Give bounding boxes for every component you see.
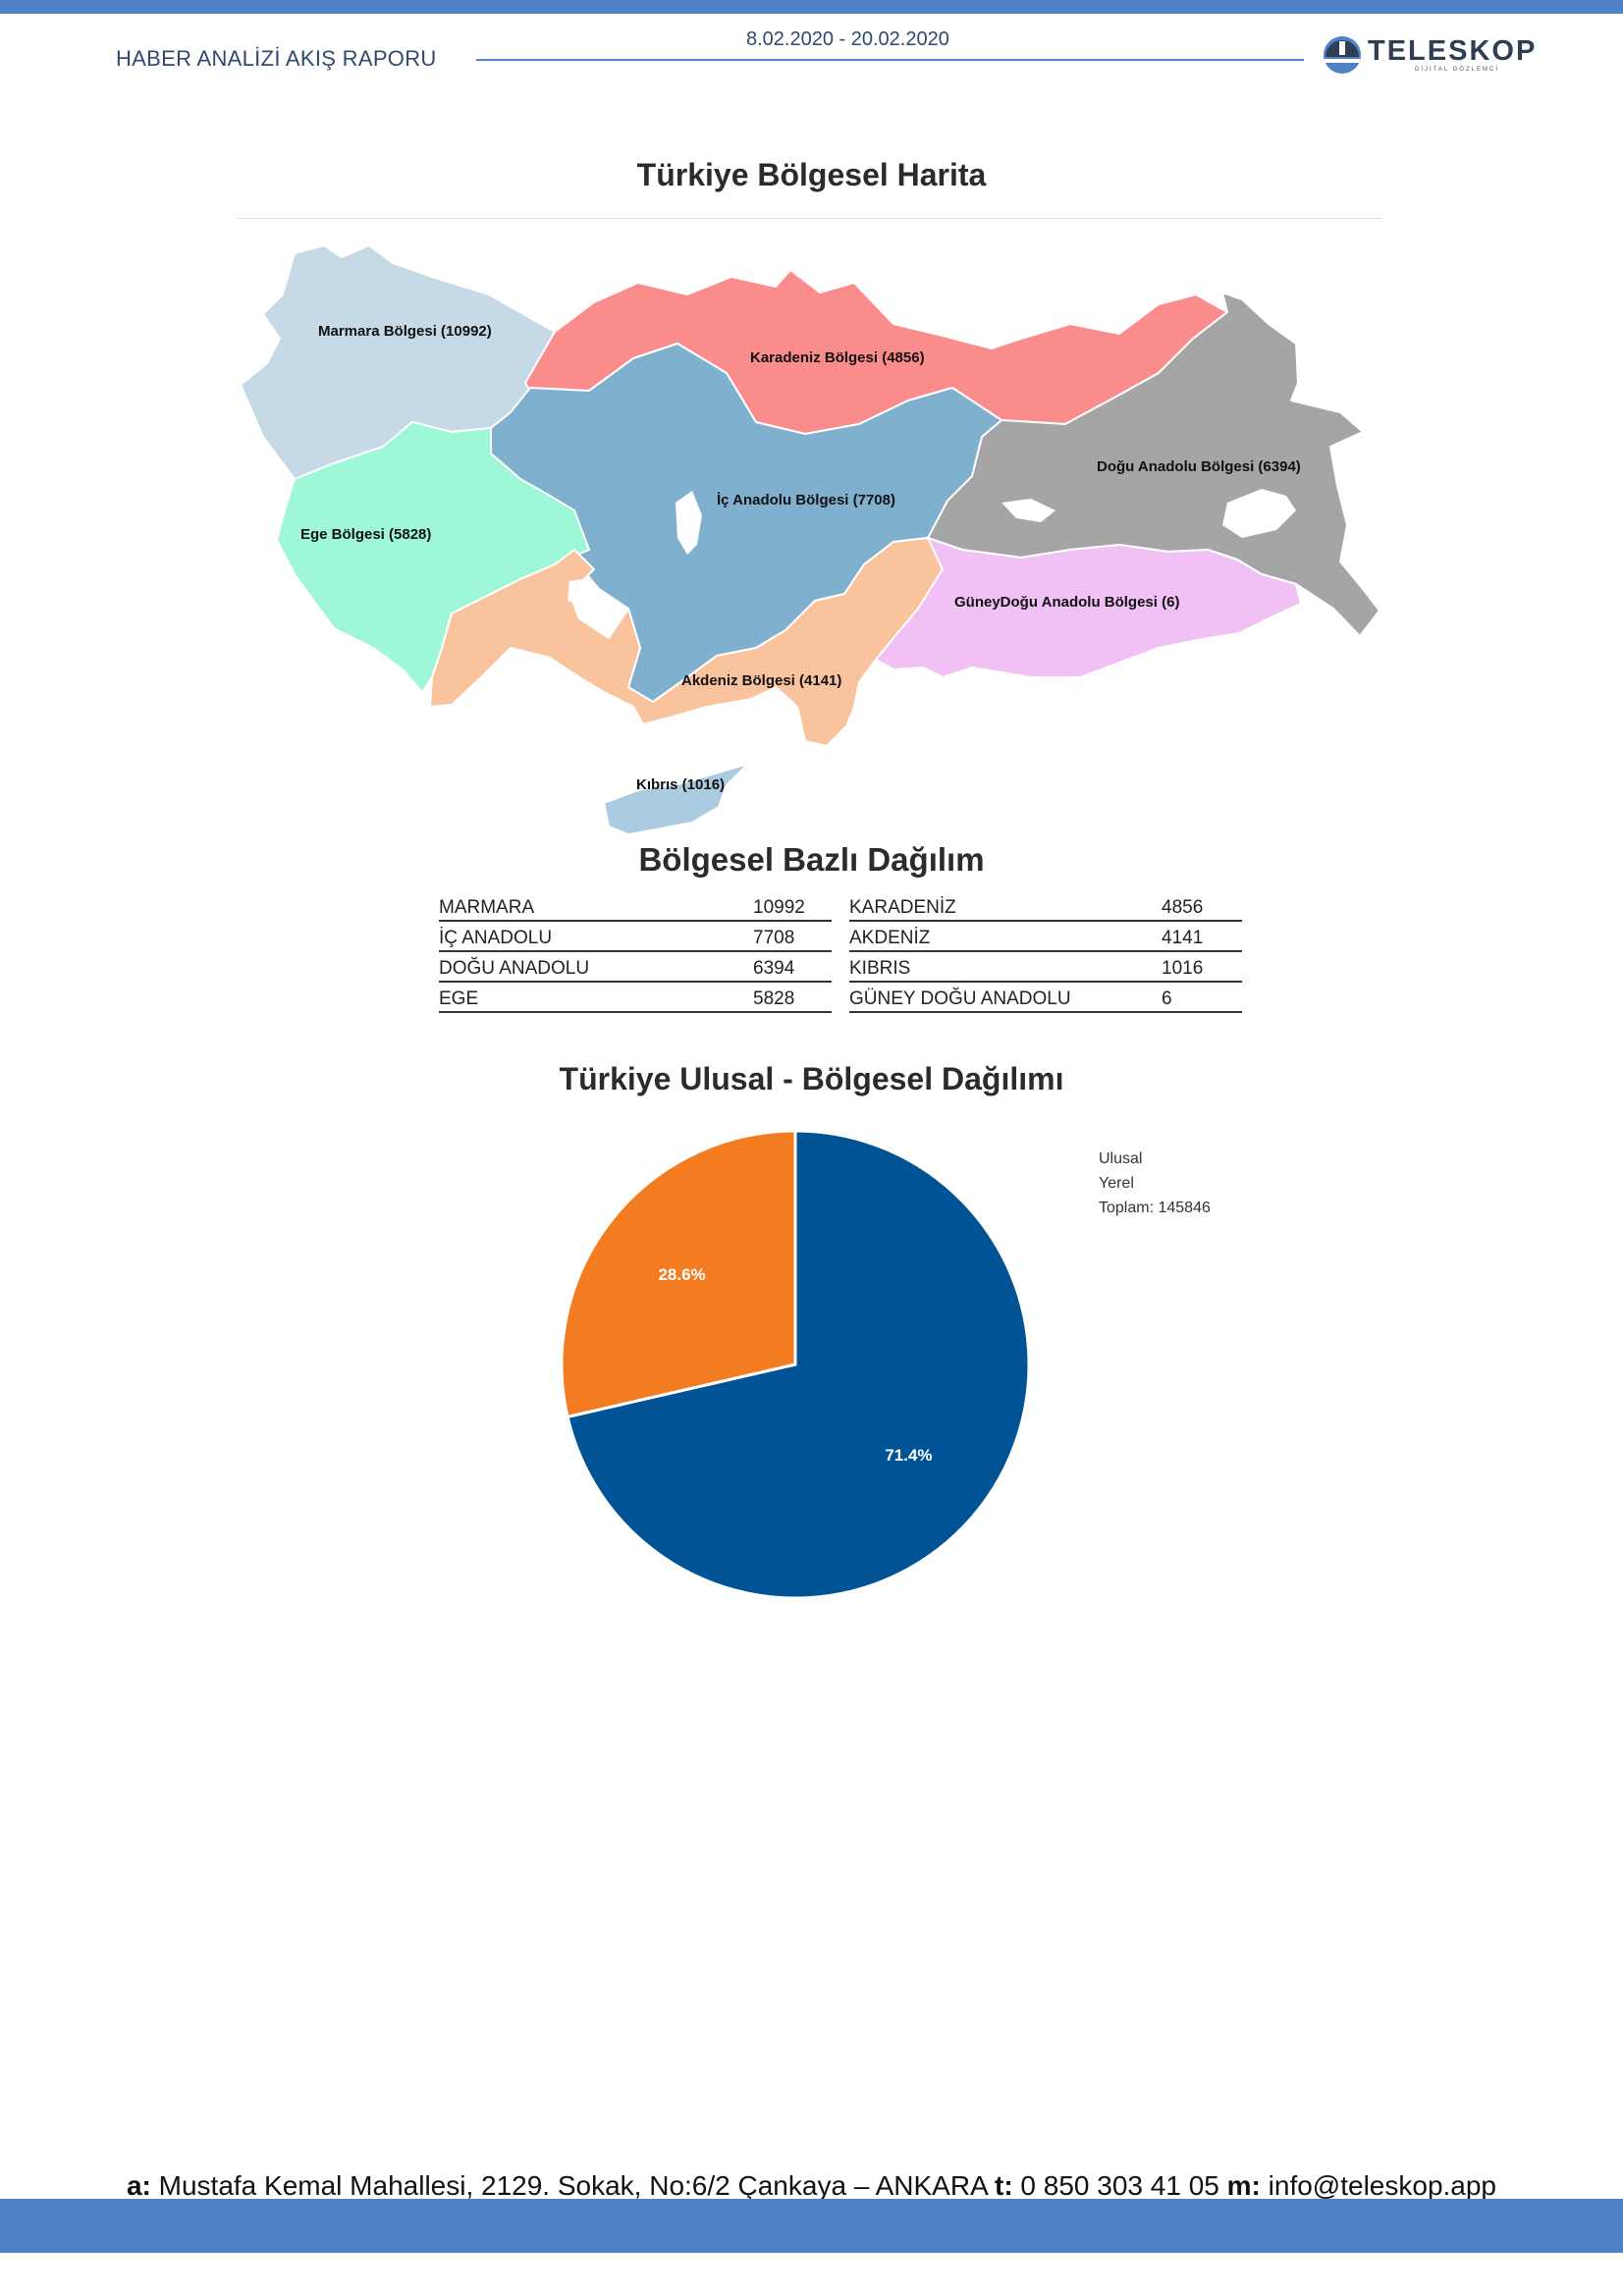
teleskop-logo: TELESKOP DİJİTAL GÖZLEMCİ [1321,29,1535,80]
region-count: 7708 [753,928,795,948]
region-count: 6 [1162,988,1172,1009]
footer-contact: a: Mustafa Kemal Mahallesi, 2129. Sokak,… [0,2170,1623,2202]
label-ic-anadolu: İç Anadolu Bölgesi (7708) [717,492,895,508]
footer-phone: 0 850 303 41 05 [1012,2170,1227,2201]
region-count: 10992 [753,897,805,918]
region-name: GÜNEY DOĞU ANADOLU [849,988,1071,1009]
pie-label-ulusal: 71.4% [885,1446,932,1465]
label-ege: Ege Bölgesi (5828) [300,526,431,543]
pie-slice-yerel[interactable] [560,1129,797,1419]
table-row: KIBRIS 1016 [849,954,1242,983]
pie-chart-title: Türkiye Ulusal - Bölgesel Dağılımı [559,1061,1064,1096]
table-row: AKDENİZ 4141 [849,924,1242,952]
legend-total: Toplam: 145846 [1099,1200,1211,1216]
logo-tagline: DİJİTAL GÖZLEMCİ [1415,67,1500,73]
logo-wordmark: TELESKOP [1368,35,1538,67]
legend-item-ulusal: Ulusal [1099,1150,1143,1167]
table-row: İÇ ANADOLU 7708 [439,924,832,952]
footer-accent-bar [0,2199,1623,2253]
pie-legend: Ulusal Yerel Toplam: 145846 [1099,1147,1211,1220]
region-count: 1016 [1162,958,1204,979]
region-count: 4141 [1162,928,1204,948]
report-title: HABER ANALİZİ AKIŞ RAPORU [116,46,437,71]
regional-table-right: KARADENİZ 4856 AKDENİZ 4141 KIBRIS 1016 GÜN… [849,893,1242,1015]
telescope-dome-icon [1324,36,1361,74]
lake-egirdir [568,579,581,604]
footer-email[interactable]: info@teleskop.app [1260,2170,1497,2201]
table-row: GÜNEY DOĞU ANADOLU 6 [849,985,1242,1013]
region-kibris[interactable] [603,763,749,835]
lake-keban [1001,499,1055,522]
lake-van [1222,489,1296,538]
region-count: 6394 [753,958,795,979]
region-name: KARADENİZ [849,897,956,918]
region-name: EGE [439,988,479,1009]
turkey-region-map: Marmara Bölgesi (10992) Karadeniz Bölges… [240,244,1380,835]
date-range: 8.02.2020 - 20.02.2020 [746,28,949,50]
label-kibris: Kıbrıs (1016) [636,776,725,793]
label-dogu-anadolu: Doğu Anadolu Bölgesi (6394) [1097,458,1301,475]
legend-item-yerel: Yerel [1099,1175,1134,1192]
map-divider [238,218,1382,219]
table-row: MARMARA 10992 [439,893,832,922]
label-marmara: Marmara Bölgesi (10992) [318,323,492,340]
region-count: 5828 [753,988,795,1009]
region-name: DOĞU ANADOLU [439,958,590,979]
label-akdeniz: Akdeniz Bölgesi (4141) [681,672,841,689]
regional-table-title: Bölgesel Bazlı Dağılım [638,841,985,878]
table-row: EGE 5828 [439,985,832,1013]
region-guneydogu[interactable] [875,537,1302,678]
region-name: İÇ ANADOLU [439,928,553,948]
region-count: 4856 [1162,897,1204,918]
footer-address-label: a: [126,2170,151,2201]
region-name: AKDENİZ [849,928,931,948]
footer-email-label: m: [1226,2170,1261,2201]
pie-label-yerel: 28.6% [658,1265,705,1284]
region-name: KIBRIS [849,958,911,979]
footer-phone-label: t: [995,2170,1013,2201]
pie-slice-ulusal[interactable] [566,1129,1031,1600]
header-divider [476,59,1304,61]
label-guneydogu: GüneyDoğu Anadolu Bölgesi (6) [954,594,1179,611]
region-name: MARMARA [439,897,535,918]
top-accent-bar [0,0,1623,14]
footer-address: Mustafa Kemal Mahallesi, 2129. Sokak, No… [150,2170,995,2201]
lake-tuz [676,491,702,555]
pie-chart: 71.4% 28.6% [560,1129,1031,1600]
map-title: Türkiye Bölgesel Harita [636,157,987,192]
table-row: KARADENİZ 4856 [849,893,1242,922]
table-row: DOĞU ANADOLU 6394 [439,954,832,983]
label-karadeniz: Karadeniz Bölgesi (4856) [750,349,925,366]
regional-table-left: MARMARA 10992 İÇ ANADOLU 7708 DOĞU ANADOLU… [439,893,832,1015]
